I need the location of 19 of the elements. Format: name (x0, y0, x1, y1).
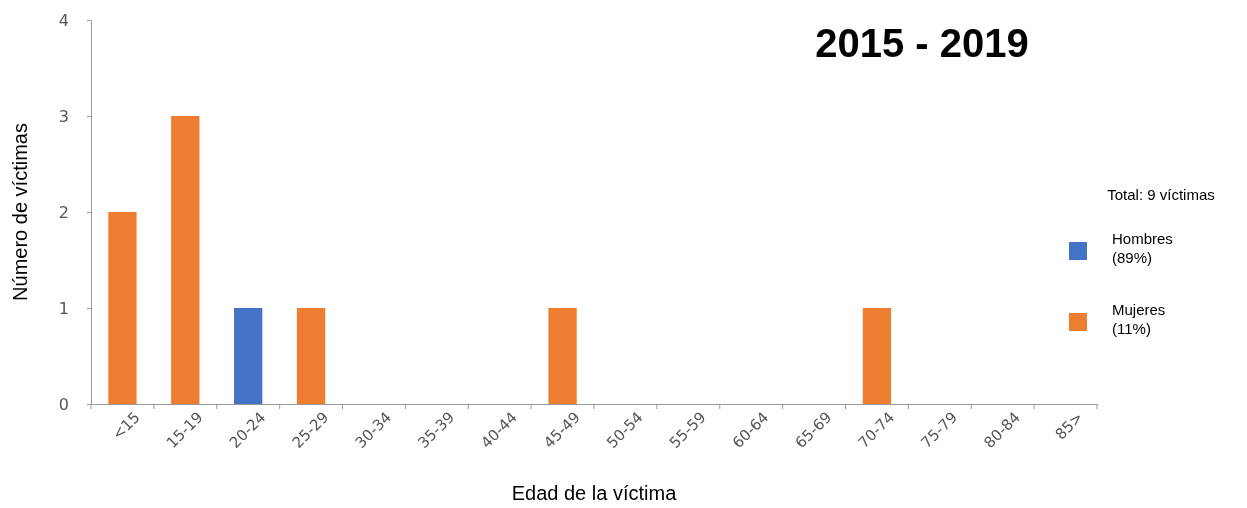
legend-title: Total: 9 víctimas (1107, 186, 1215, 203)
x-axis-title: Edad de la víctima (511, 482, 678, 504)
x-tick-label: 85> (1051, 408, 1087, 444)
chart-title: 2015 - 2019 (815, 21, 1029, 65)
y-tick-label: 0 (58, 395, 69, 414)
y-tick-label: 2 (58, 203, 69, 222)
y-tick-label: 1 (58, 299, 69, 318)
bar (108, 212, 137, 404)
bar (296, 308, 326, 404)
y-tick-label: 4 (58, 11, 69, 30)
legend-label: Hombres (89%) (1112, 230, 1173, 266)
legend-label: Mujeres (11%) (1112, 301, 1166, 337)
bar (171, 116, 200, 404)
y-axis-title: Número de víctimas (9, 123, 31, 301)
bar (548, 308, 577, 404)
bar (862, 308, 892, 404)
bar (234, 308, 263, 404)
y-tick-label: 3 (58, 107, 69, 126)
x-tick-label: <15 (108, 408, 144, 444)
